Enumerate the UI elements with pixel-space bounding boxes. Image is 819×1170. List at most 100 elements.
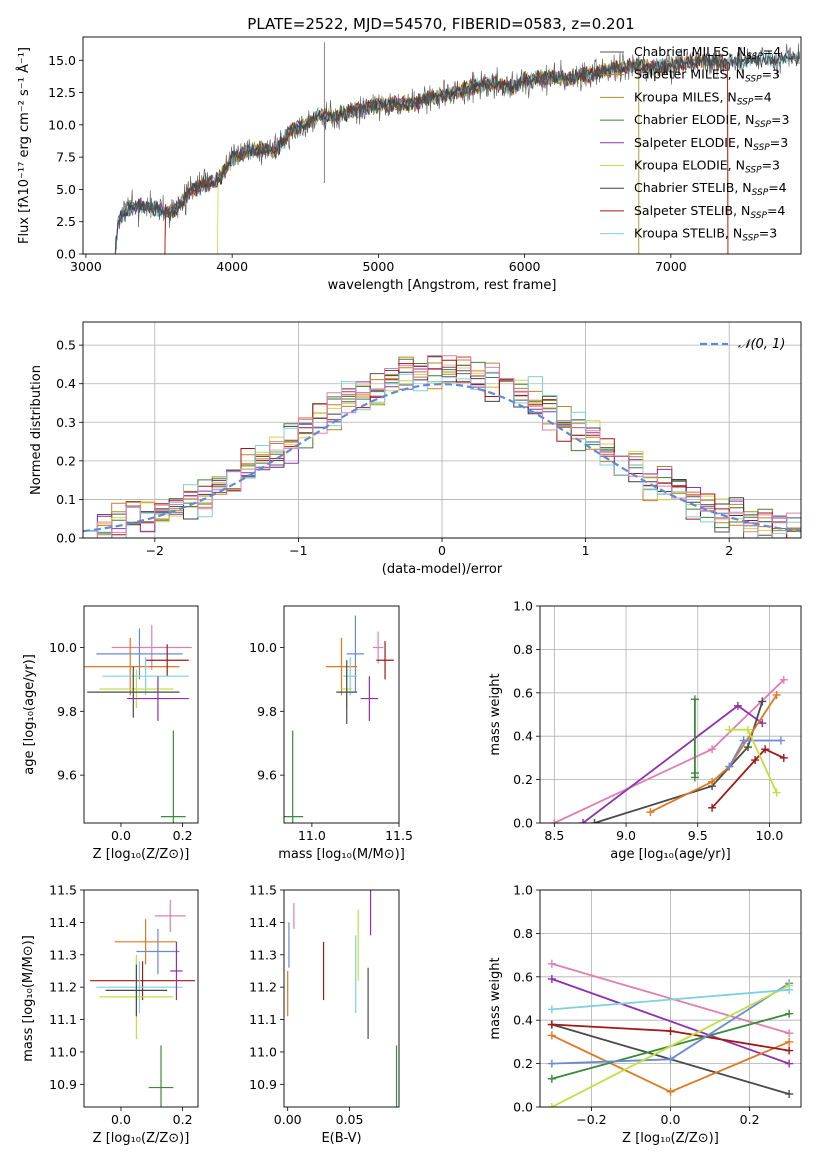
legend-label: Kroupa ELODIE, NSSP=3 xyxy=(634,158,780,176)
y-axis-label: mass weight xyxy=(488,957,503,1039)
weight-marker xyxy=(666,1055,675,1064)
x-tick-label: 3000 xyxy=(70,259,102,274)
weight-marker xyxy=(547,1074,556,1083)
y-tick-label: 2.5 xyxy=(56,214,76,229)
y-tick-label: 9.6 xyxy=(57,768,77,783)
weight-marker xyxy=(708,777,717,786)
y-tick-label: 11.0 xyxy=(249,1044,277,1059)
y-tick-label: 11.1 xyxy=(49,1012,77,1027)
plot-area xyxy=(547,959,794,1107)
y-axis-label: Flux [fλ10⁻¹⁷ erg cm⁻² s⁻¹ Å⁻¹] xyxy=(16,47,32,244)
weight-marker xyxy=(785,1009,794,1018)
normal-curve xyxy=(83,382,801,533)
weight-marker xyxy=(758,697,767,706)
plot-area xyxy=(550,675,788,823)
legend-label: Chabrier MILES, NSSP=4 xyxy=(634,44,781,62)
errorbar-point xyxy=(284,730,304,823)
weight-marker xyxy=(743,743,752,752)
weight-marker xyxy=(550,819,559,823)
x-axis-label: wavelength [Angstrom, rest frame] xyxy=(328,278,557,293)
y-tick-label: 11.5 xyxy=(249,883,277,898)
weight-marker xyxy=(779,675,788,684)
weight-line xyxy=(711,748,785,809)
errorbar-point xyxy=(111,625,192,670)
x-tick-label: −0.2 xyxy=(576,1112,606,1127)
y-tick-label: 0.1 xyxy=(56,492,76,507)
weight-marker xyxy=(547,1005,556,1014)
axes: 8.5 9.0 9.5 10.0 0.0 0.2 0.4 0.6 0.8 1.0 age [log₁… xyxy=(488,599,802,862)
mass-vs-metallicity-panel: 0.0 0.2 10.9 11.0 11.1 11.2 11.3 11.4 11.5 Z [log… xyxy=(21,883,199,1146)
weight-marker xyxy=(547,974,556,983)
weight-marker xyxy=(666,1027,675,1036)
weight-marker xyxy=(690,695,699,704)
y-tick-label: 10.0 xyxy=(48,117,76,132)
errorbar-point xyxy=(372,631,384,664)
weight-marker xyxy=(547,1103,556,1107)
spectrum-line xyxy=(114,58,640,254)
y-tick-label: 5.0 xyxy=(56,182,76,197)
y-tick-label: 7.5 xyxy=(56,150,76,165)
x-tick-label: 6000 xyxy=(509,259,541,274)
weight-marker xyxy=(761,745,770,754)
axes-frame xyxy=(82,321,802,539)
plot-area xyxy=(90,899,195,1107)
errorbar-point xyxy=(102,657,189,696)
spectrum-panel: 3000 4000 5000 6000 7000 0.0 2.5 5.0 7.5 10.0 12.5… xyxy=(16,36,802,293)
weight-marker xyxy=(776,736,785,745)
spectrum-line xyxy=(114,43,800,254)
x-tick-label: 0.0 xyxy=(111,1112,131,1127)
axes-frame xyxy=(83,605,199,824)
y-tick-label: 0.2 xyxy=(513,1056,533,1071)
x-tick-label: 0.0 xyxy=(661,1112,681,1127)
x-axis-label: mass [log₁₀(M/M⊙)] xyxy=(278,847,405,862)
plot-area xyxy=(284,615,394,823)
weight-line xyxy=(582,704,763,823)
y-tick-label: 11.5 xyxy=(49,883,77,898)
errorbar-point xyxy=(325,637,358,696)
errorbar-point xyxy=(170,941,183,1001)
y-tick-label: 1.0 xyxy=(513,883,533,898)
errorbar-point xyxy=(127,676,189,721)
x-tick-label: 0.0 xyxy=(111,828,131,843)
axes-frame xyxy=(283,889,400,1108)
mass-vs-extinction-panel: 0.00 0.05 10.9 11.0 11.1 11.2 11.3 11.4 11.5 E(B-… xyxy=(249,883,400,1146)
y-tick-label: 0.8 xyxy=(513,926,533,941)
weight-marker xyxy=(725,762,734,771)
y-tick-label: 1.0 xyxy=(513,599,533,614)
axes: 11.0 11.5 9.6 9.8 10.0 mass [log₁₀(M/M⊙)] xyxy=(249,605,413,862)
plot-area xyxy=(84,625,192,823)
weight-marker xyxy=(725,725,734,734)
weight-marker xyxy=(646,808,655,817)
weight-marker xyxy=(547,959,556,968)
errorbar-point xyxy=(99,669,174,709)
weight-vs-age-panel: 8.5 9.0 9.5 10.0 0.0 0.2 0.4 0.6 0.8 1.0 age [log₁… xyxy=(488,599,802,862)
errorbar-point xyxy=(336,660,358,725)
weight-marker xyxy=(785,1089,794,1098)
y-tick-label: 9.8 xyxy=(57,704,77,719)
weight-marker xyxy=(708,745,717,754)
weight-line xyxy=(551,988,790,1011)
y-tick-label: 10.9 xyxy=(249,1077,277,1092)
weight-marker xyxy=(547,1031,556,1040)
y-tick-label: 15.0 xyxy=(48,53,76,68)
errorbar-point xyxy=(161,730,186,823)
axes-frame xyxy=(82,36,802,255)
weight-marker xyxy=(579,819,588,823)
y-tick-label: 0.2 xyxy=(513,772,533,787)
weight-line xyxy=(553,679,785,823)
x-tick-label: 5000 xyxy=(362,259,394,274)
x-tick-label: 0.2 xyxy=(740,1112,760,1127)
weight-marker xyxy=(547,1059,556,1068)
weight-marker xyxy=(785,1029,794,1038)
y-tick-label: 11.0 xyxy=(49,1044,77,1059)
y-tick-label: 0.3 xyxy=(56,415,76,430)
axes: 0.00 0.05 10.9 11.0 11.1 11.2 11.3 11.4 11.5 E(B-… xyxy=(249,883,400,1146)
axes: −0.2 0.0 0.2 0.0 0.2 0.4 0.6 0.8 1.0 Z [log₁₀(Z/Z… xyxy=(488,883,802,1146)
x-tick-label: 0.2 xyxy=(173,828,193,843)
axes-frame xyxy=(539,889,802,1108)
x-tick-label: 9.5 xyxy=(688,828,708,843)
axes: 0.0 0.2 9.6 9.8 10.0 Z [log₁₀(Z/Z⊙)] age [log₁… xyxy=(22,605,199,862)
x-tick-label: 0.2 xyxy=(173,1112,193,1127)
x-axis-label: E(B-V) xyxy=(321,1131,361,1146)
